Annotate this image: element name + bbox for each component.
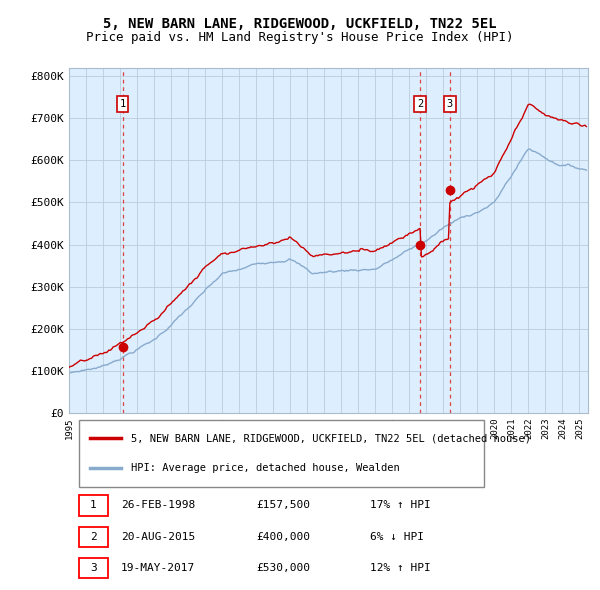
Text: 1: 1 <box>119 99 126 109</box>
Text: 3: 3 <box>90 563 97 573</box>
Text: HPI: Average price, detached house, Wealden: HPI: Average price, detached house, Weal… <box>131 463 400 473</box>
Text: £157,500: £157,500 <box>256 500 310 510</box>
Text: 2: 2 <box>417 99 423 109</box>
Text: 17% ↑ HPI: 17% ↑ HPI <box>370 500 431 510</box>
FancyBboxPatch shape <box>79 419 484 487</box>
FancyBboxPatch shape <box>79 496 108 516</box>
Text: Price paid vs. HM Land Registry's House Price Index (HPI): Price paid vs. HM Land Registry's House … <box>86 31 514 44</box>
Text: 3: 3 <box>447 99 453 109</box>
Text: 2: 2 <box>90 532 97 542</box>
Text: 5, NEW BARN LANE, RIDGEWOOD, UCKFIELD, TN22 5EL: 5, NEW BARN LANE, RIDGEWOOD, UCKFIELD, T… <box>103 17 497 31</box>
Text: £530,000: £530,000 <box>256 563 310 573</box>
Text: 1: 1 <box>90 500 97 510</box>
FancyBboxPatch shape <box>79 558 108 578</box>
Text: 12% ↑ HPI: 12% ↑ HPI <box>370 563 431 573</box>
FancyBboxPatch shape <box>79 527 108 548</box>
Text: 19-MAY-2017: 19-MAY-2017 <box>121 563 195 573</box>
Text: 6% ↓ HPI: 6% ↓ HPI <box>370 532 424 542</box>
Text: 26-FEB-1998: 26-FEB-1998 <box>121 500 195 510</box>
Text: 20-AUG-2015: 20-AUG-2015 <box>121 532 195 542</box>
Text: 5, NEW BARN LANE, RIDGEWOOD, UCKFIELD, TN22 5EL (detached house): 5, NEW BARN LANE, RIDGEWOOD, UCKFIELD, T… <box>131 434 531 444</box>
Text: £400,000: £400,000 <box>256 532 310 542</box>
